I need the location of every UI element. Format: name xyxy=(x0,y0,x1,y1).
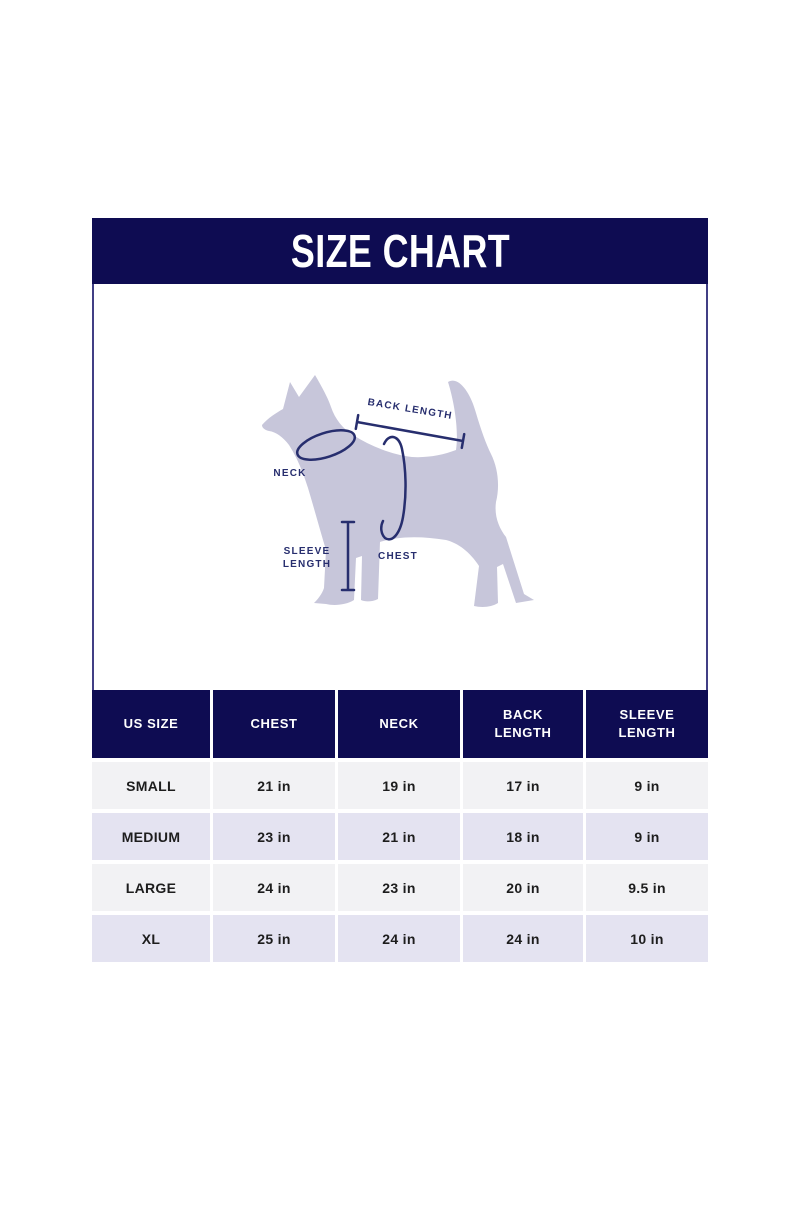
cell-chest: 24 in xyxy=(213,864,335,911)
sleeve-length-measure-line xyxy=(340,520,356,592)
table-row-large: LARGE 24 in 23 in 20 in 9.5 in xyxy=(92,864,708,911)
cell-neck: 23 in xyxy=(338,864,460,911)
neck-measure-ellipse xyxy=(295,429,357,461)
cell-size-label: SMALL xyxy=(92,762,210,809)
header-cell-back-length: BACK LENGTH xyxy=(463,690,583,758)
cell-sleeve-length: 9 in xyxy=(586,813,708,860)
cell-size-label: LARGE xyxy=(92,864,210,911)
sleeve-length-label: SLEEVE LENGTH xyxy=(282,546,332,570)
cell-neck: 21 in xyxy=(338,813,460,860)
cell-neck: 24 in xyxy=(338,915,460,962)
neck-label: NECK xyxy=(273,468,307,479)
size-chart-title: SIZE CHART xyxy=(290,225,510,277)
title-bar: SIZE CHART xyxy=(92,218,708,284)
dog-diagram-panel: BACK LENGTH NECK SLEEVE LENGTH CHEST xyxy=(92,284,708,690)
table-row-small: SMALL 21 in 19 in 17 in 9 in xyxy=(92,762,708,809)
back-length-measure-line xyxy=(354,413,466,450)
cell-chest: 21 in xyxy=(213,762,335,809)
cell-size-label: MEDIUM xyxy=(92,813,210,860)
cell-back-length: 20 in xyxy=(463,864,583,911)
chest-label: CHEST xyxy=(378,551,418,562)
cell-back-length: 24 in xyxy=(463,915,583,962)
size-table: US SIZE CHEST NECK BACK LENGTH SLEEVE LE… xyxy=(92,690,708,962)
cell-sleeve-length: 9.5 in xyxy=(586,864,708,911)
table-row-xl: XL 25 in 24 in 24 in 10 in xyxy=(92,915,708,962)
cell-chest: 25 in xyxy=(213,915,335,962)
header-cell-neck: NECK xyxy=(338,690,460,758)
table-row-medium: MEDIUM 23 in 21 in 18 in 9 in xyxy=(92,813,708,860)
size-chart-card: SIZE CHART BACK LENGTH NECK SLEEVE LENGT… xyxy=(92,218,708,962)
table-header-row: US SIZE CHEST NECK BACK LENGTH SLEEVE LE… xyxy=(92,690,708,758)
chest-measure-loop xyxy=(380,435,407,541)
header-cell-sleeve-length: SLEEVE LENGTH xyxy=(586,690,708,758)
cell-neck: 19 in xyxy=(338,762,460,809)
header-cell-us-size: US SIZE xyxy=(92,690,210,758)
cell-chest: 23 in xyxy=(213,813,335,860)
dog-diagram: BACK LENGTH NECK SLEEVE LENGTH CHEST xyxy=(250,370,550,620)
dog-silhouette xyxy=(262,375,534,607)
cell-back-length: 18 in xyxy=(463,813,583,860)
dog-diagram-svg xyxy=(262,375,534,607)
cell-back-length: 17 in xyxy=(463,762,583,809)
cell-sleeve-length: 10 in xyxy=(586,915,708,962)
cell-size-label: XL xyxy=(92,915,210,962)
cell-sleeve-length: 9 in xyxy=(586,762,708,809)
header-cell-chest: CHEST xyxy=(213,690,335,758)
